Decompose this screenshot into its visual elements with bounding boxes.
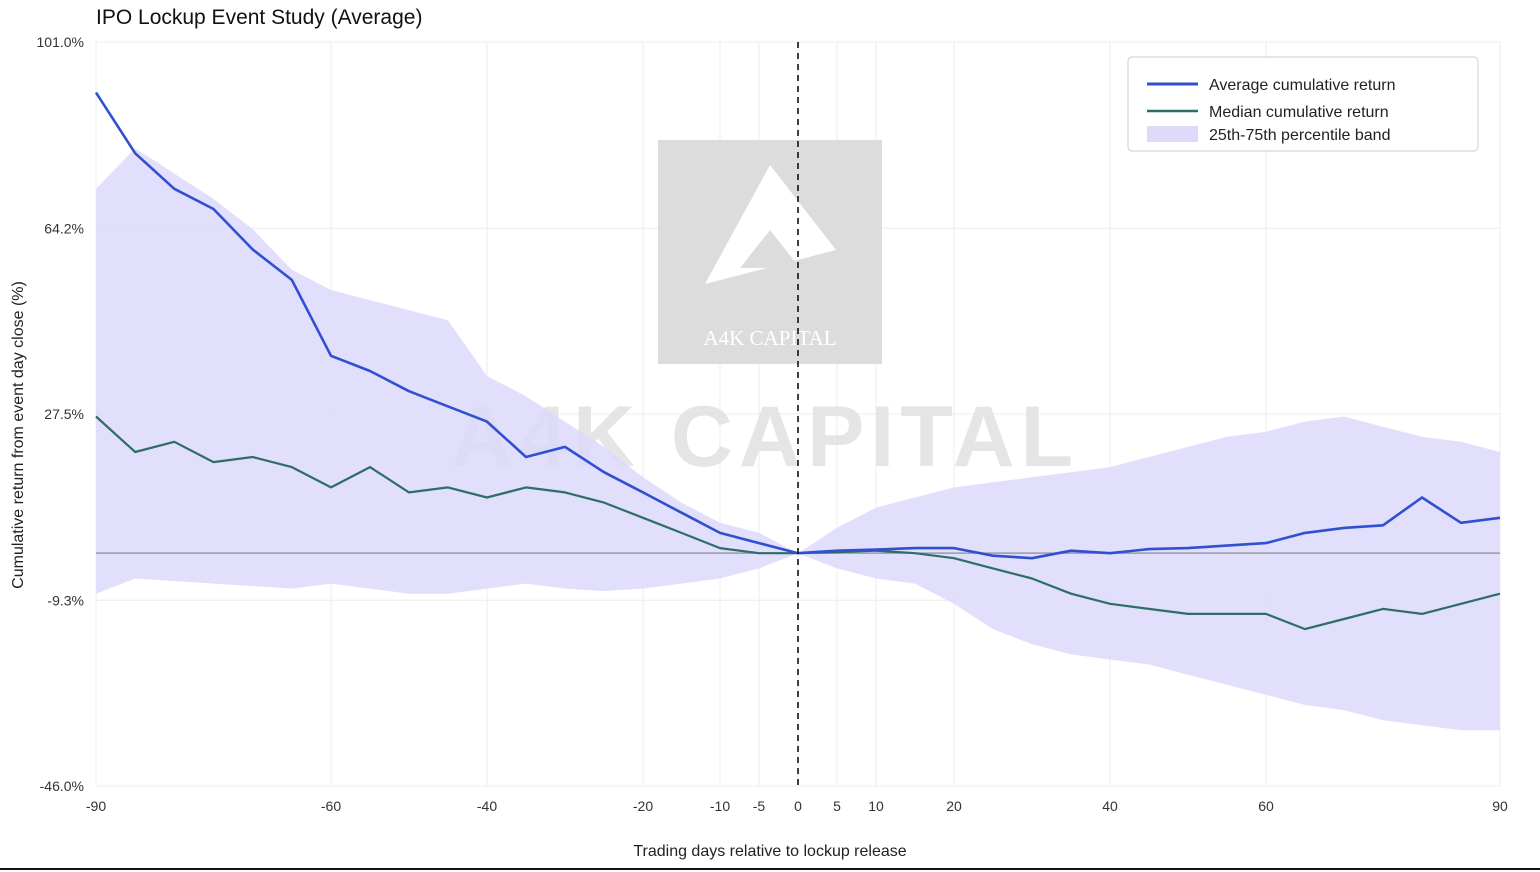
legend-label-median: Median cumulative return bbox=[1209, 104, 1389, 121]
x-tick-label: -20 bbox=[633, 798, 653, 814]
x-tick-label: -90 bbox=[86, 798, 106, 814]
y-tick-label: 27.5% bbox=[44, 406, 84, 422]
legend-label-band: 25th-75th percentile band bbox=[1209, 127, 1390, 144]
x-tick-label: 20 bbox=[946, 798, 962, 814]
series-layer bbox=[94, 42, 1501, 786]
x-tick-label: 60 bbox=[1258, 798, 1274, 814]
x-axis-label: Trading days relative to lockup release bbox=[633, 843, 906, 860]
x-tick-label: 0 bbox=[794, 798, 802, 814]
y-tick-label: 64.2% bbox=[44, 220, 84, 236]
x-tick-label: -60 bbox=[321, 798, 341, 814]
y-axis-label: Cumulative return from event day close (… bbox=[10, 281, 27, 589]
legend-box bbox=[1127, 56, 1479, 152]
watermark-logo-notch bbox=[740, 230, 800, 268]
legend-label-average: Average cumulative return bbox=[1209, 77, 1395, 94]
legend-swatch-band bbox=[1147, 126, 1198, 142]
bottom-border bbox=[0, 868, 1540, 870]
percentile-band bbox=[96, 148, 1500, 731]
watermark-logo-text: A4K CAPITAL bbox=[703, 326, 836, 350]
watermark-logo-triangle bbox=[705, 165, 836, 284]
axis-ticks: -90 -60 -40 -20 -10 -5 0 5 10 20 40 60 90 -46.0% -9.3%… bbox=[37, 34, 1508, 814]
y-tick-label: -46.0% bbox=[40, 778, 84, 794]
x-tick-label: 90 bbox=[1492, 798, 1508, 814]
legend: Average cumulative return Median cumulat… bbox=[1127, 56, 1479, 152]
x-tick-label: 5 bbox=[833, 798, 841, 814]
x-tick-label: -10 bbox=[710, 798, 730, 814]
x-tick-label: 40 bbox=[1102, 798, 1118, 814]
y-tick-label: 101.0% bbox=[37, 34, 84, 50]
x-tick-label: -40 bbox=[477, 798, 497, 814]
watermark-logo: A4K CAPITAL bbox=[658, 140, 882, 364]
chart-title: IPO Lockup Event Study (Average) bbox=[96, 6, 423, 29]
y-tick-label: -9.3% bbox=[47, 592, 84, 608]
x-tick-label: 10 bbox=[868, 798, 884, 814]
x-tick-label: -5 bbox=[753, 798, 766, 814]
